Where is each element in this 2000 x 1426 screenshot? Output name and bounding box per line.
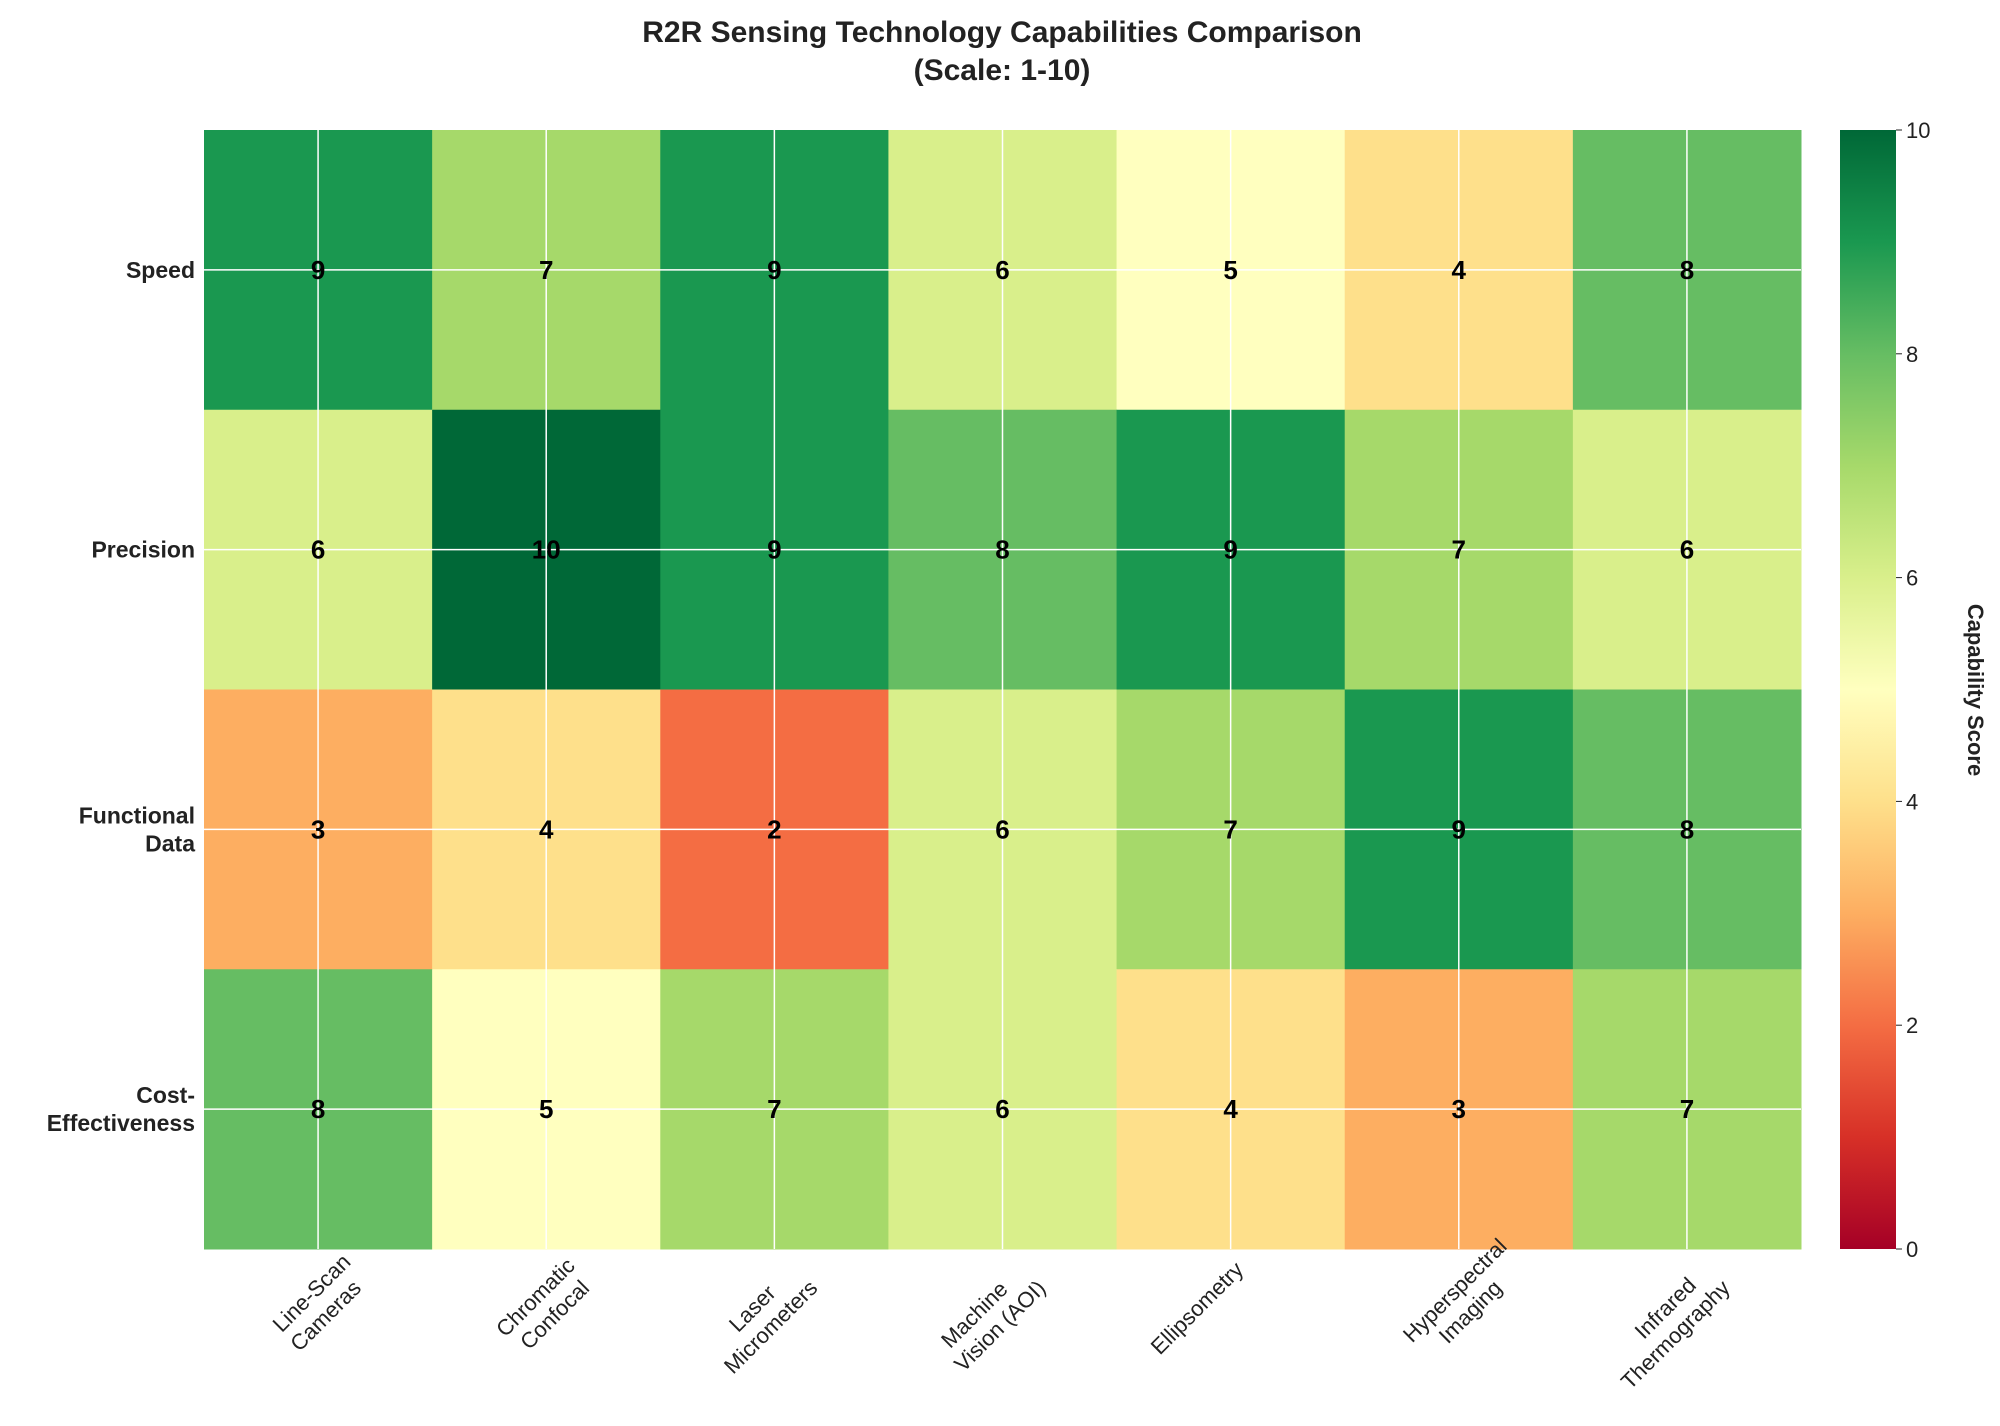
y-tick-label: Functional Data (79, 802, 195, 856)
x-tick-label: Line-ScanCameras (267, 1249, 374, 1356)
cell-value-label: 9 (311, 255, 325, 285)
cell-value-label: 6 (995, 255, 1009, 285)
colorbar-label: Capability Score (1963, 604, 1988, 776)
x-tick-label: ChromaticConfocal (491, 1253, 598, 1360)
x-tick-label: HyperspectralImaging (1398, 1234, 1530, 1366)
cell-value-label: 8 (311, 1094, 325, 1124)
cell-value-label: 8 (1680, 255, 1694, 285)
cell-value-label: 4 (539, 814, 554, 844)
cell-value-label: 7 (539, 255, 553, 285)
cell-value-label: 7 (767, 1094, 781, 1124)
cell-value-label: 5 (1223, 255, 1237, 285)
cell-value-label: 7 (1452, 535, 1466, 565)
cell-value-label: 9 (767, 255, 781, 285)
x-tick-label: LaserMicrometers (701, 1257, 823, 1379)
colorbar-tick-label: 4 (1906, 789, 1918, 814)
x-tick-label: Ellipsometry (1146, 1257, 1248, 1359)
cell-value-label: 10 (532, 535, 561, 565)
cell-value-label: 6 (995, 814, 1009, 844)
cell-value-label: 5 (539, 1094, 553, 1124)
y-tick-label: Precision (91, 537, 195, 563)
colorbar-tick-label: 2 (1906, 1013, 1918, 1038)
colorbar-tick-label: 6 (1906, 566, 1918, 591)
cell-value-label: 6 (995, 1094, 1009, 1124)
x-tick-label: InfraredThermography (1598, 1257, 1735, 1394)
cell-value-label: 6 (311, 535, 325, 565)
x-tick-label: MachineVision (AOI) (931, 1257, 1051, 1377)
colorbar-tick-label: 0 (1906, 1237, 1918, 1262)
cell-value-label: 9 (1452, 814, 1466, 844)
colorbar-tick-label: 8 (1906, 342, 1918, 367)
cell-value-label: 3 (311, 814, 325, 844)
cell-value-label: 7 (1223, 814, 1237, 844)
cell-value-label: 9 (1223, 535, 1237, 565)
cell-value-label: 3 (1452, 1094, 1466, 1124)
y-tick-label: Speed (126, 257, 195, 283)
cell-value-label: 6 (1680, 535, 1694, 565)
cell-value-label: 2 (767, 814, 781, 844)
colorbar (1840, 130, 1896, 1249)
cell-value-label: 8 (995, 535, 1009, 565)
cell-value-label: 8 (1680, 814, 1694, 844)
cell-value-label: 7 (1680, 1094, 1694, 1124)
cell-value-label: 4 (1452, 255, 1467, 285)
chart-subtitle: (Scale: 1-10) (914, 54, 1091, 87)
y-tick-label: Cost-Effectiveness (47, 1082, 195, 1136)
cell-value-label: 4 (1223, 1094, 1238, 1124)
chart-title: R2R Sensing Technology Capabilities Comp… (642, 16, 1362, 49)
cell-value-label: 9 (767, 535, 781, 565)
colorbar-tick-label: 10 (1906, 118, 1930, 143)
